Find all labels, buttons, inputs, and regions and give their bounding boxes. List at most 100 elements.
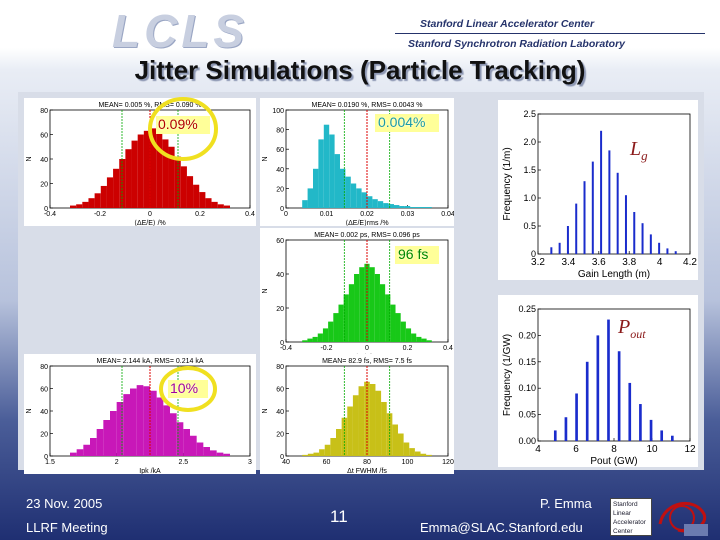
bar (90, 438, 97, 456)
chart-title: MEAN= 0.0190 %, RMS= 0.0043 % (312, 102, 423, 109)
bar (399, 206, 405, 208)
y-tick-label: 60 (276, 238, 284, 245)
footer-date: 23 Nov. 2005 (26, 496, 103, 511)
x-tick-label: 0.2 (403, 345, 413, 352)
bar (125, 149, 132, 208)
bar (624, 195, 627, 254)
y-tick-label: 0 (44, 454, 48, 461)
x-tick-label: 2.5 (178, 459, 188, 466)
y-tick-label: 2.5 (523, 109, 536, 119)
histogram-pulse-length: 0 20 40 60 80 40 60 80 100 120 MEAN= 82.9 fs, RMS=… (260, 354, 454, 474)
x-axis-label: Δt FWHM /fs (347, 468, 387, 474)
bar (421, 338, 427, 342)
y-axis-label: Frequency (1/GW) (502, 334, 513, 416)
annotation-bg-emittance (375, 114, 439, 132)
bar (322, 328, 329, 342)
slide-header: LCLS Stanford Linear Accelerator Center … (0, 0, 720, 57)
chart-title: MEAN= 82.9 fs, RMS= 7.5 fs (322, 358, 412, 365)
x-tick-label: -0.2 (94, 211, 106, 218)
x-tick-label: 10 (646, 444, 658, 455)
x-tick-label: -0.4 (44, 211, 56, 218)
bar (96, 429, 104, 456)
y-tick-label: 2.0 (523, 137, 536, 147)
bar (385, 294, 391, 342)
bar (334, 154, 340, 208)
y-axis-label: Frequency (1/m) (502, 147, 513, 220)
plot-frame (537, 113, 691, 255)
bar (170, 413, 177, 456)
y-tick-label: 60 (40, 387, 48, 394)
x-tick-label: 0 (365, 345, 369, 352)
bar (312, 336, 318, 342)
bar (323, 124, 330, 208)
x-tick-label: 0.2 (195, 211, 205, 218)
y-tick-label: 80 (276, 364, 284, 371)
bar (397, 433, 404, 456)
bar (336, 429, 342, 456)
bar (113, 168, 120, 208)
bar (103, 420, 110, 456)
y-axis-label: N (26, 408, 33, 413)
bar (307, 338, 313, 342)
y-tick-label: 80 (40, 108, 48, 115)
x-tick-label: 60 (323, 459, 331, 466)
bar (550, 247, 553, 254)
x-tick-label: 0 (148, 211, 152, 218)
annotation-bg-energy (156, 116, 210, 134)
bar (354, 274, 360, 342)
bar (411, 333, 417, 342)
bar (313, 452, 320, 456)
bar (420, 453, 427, 456)
y-axis-label: N (262, 288, 269, 293)
output-power-symbol: Pout (618, 316, 646, 341)
bar (649, 419, 653, 441)
y-tick-label: 0.20 (518, 330, 536, 340)
bar (70, 452, 77, 456)
bar (318, 139, 324, 208)
annotation-energy-spread: 0.09% (158, 116, 198, 132)
y-tick-label: 0 (44, 206, 48, 213)
bar (205, 198, 212, 208)
bar (211, 201, 218, 208)
y-tick-label: 0 (531, 249, 536, 259)
y-axis-label: N (262, 156, 269, 161)
y-axis-label: N (262, 408, 269, 413)
bar (319, 449, 325, 456)
bar (162, 139, 169, 208)
lcls-badge-icon (658, 502, 708, 536)
slac-logo-line: Accelerator (613, 519, 646, 526)
bar (324, 444, 331, 456)
bar (616, 172, 619, 254)
bar (302, 454, 308, 456)
annotation-peak-current: 10% (170, 380, 199, 396)
x-tick-label: 80 (363, 459, 371, 466)
y-tick-label: 0.5 (523, 221, 536, 231)
bar (163, 405, 170, 456)
bar (649, 234, 652, 254)
x-tick-label: 0.01 (320, 211, 334, 218)
bar (671, 435, 674, 441)
bar (123, 394, 130, 456)
chart-svg: 0 20 40 60 80 1.5 2 2.5 3 MEAN= 2.144 kA, RMS= 0.… (26, 358, 252, 474)
y-tick-label: 80 (276, 128, 284, 135)
bar (333, 313, 339, 342)
bar (583, 181, 586, 254)
histogram-output-power: 0.00 0.05 0.10 0.15 0.20 0.25 4 6 8 10 12 Frequency… (498, 295, 698, 467)
y-tick-label: 0 (280, 454, 284, 461)
y-tick-label: 0.05 (518, 410, 536, 420)
bar (666, 248, 669, 254)
bar (369, 384, 376, 456)
bar (328, 321, 334, 342)
footer-author: P. Emma (540, 496, 592, 511)
lcls-logo: LCLS (112, 5, 249, 57)
bar (566, 226, 569, 254)
y-tick-label: 0.15 (518, 357, 536, 367)
bar (426, 340, 432, 342)
y-tick-label: 20 (276, 186, 284, 193)
x-tick-label: 3.4 (561, 257, 575, 268)
bar (358, 386, 365, 456)
bar (415, 207, 421, 208)
footer-email: Emma@SLAC.Stanford.edu (420, 520, 583, 535)
bar (356, 188, 362, 208)
histogram-emittance-spread: 0 20 40 60 80 100 0 0.01 0.02 0.03 0.04 MEAN= 0.019… (260, 98, 454, 226)
